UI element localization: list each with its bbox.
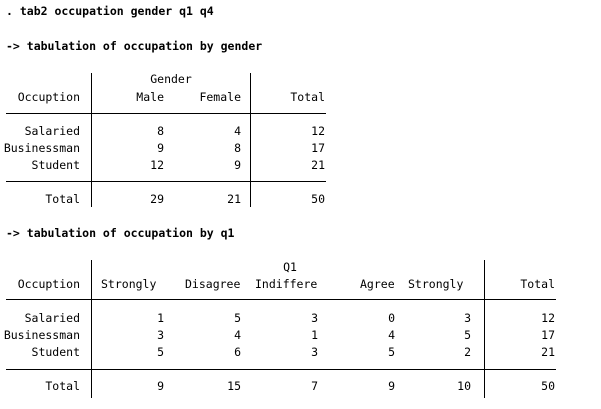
cell-q1-agree: 5 <box>388 345 395 359</box>
cell-female: 9 <box>234 158 241 172</box>
cell-total: 50 <box>541 379 555 393</box>
cell-male: 8 <box>157 124 164 138</box>
table2-total-rule <box>6 369 556 370</box>
cell-total: 17 <box>311 141 325 155</box>
cell-q1-strongly: 5 <box>157 345 164 359</box>
table2-total-divider <box>484 260 485 398</box>
cell-total: 21 <box>311 158 325 172</box>
cell-q1-disagree: 4 <box>234 328 241 342</box>
row-label: Businessman <box>3 328 80 342</box>
cell-q1-indifferent: 3 <box>311 345 318 359</box>
row-label: Student <box>31 345 80 359</box>
table1-header-rule <box>6 113 326 114</box>
table2-col-1: Strongly <box>101 277 157 291</box>
cell-q1-disagree: 15 <box>227 379 241 393</box>
table1-row-header: Occuption <box>17 90 80 104</box>
cell-male: 29 <box>150 192 164 206</box>
table2-col-total: Total <box>520 277 555 291</box>
table1-var-label: Gender <box>150 72 192 86</box>
table1-col-male: Male <box>136 90 164 104</box>
cell-total: 50 <box>311 192 325 206</box>
cell-q1-disagree: 5 <box>234 311 241 325</box>
table2-row-header: Occuption <box>17 277 80 291</box>
cell-female: 21 <box>227 192 241 206</box>
table1-heading: -> tabulation of occupation by gender <box>6 39 263 53</box>
row-label: Salaried <box>24 311 80 325</box>
cell-female: 8 <box>234 141 241 155</box>
cell-female: 4 <box>234 124 241 138</box>
cell-q1-strongly-agree: 2 <box>464 345 471 359</box>
row-label: Student <box>31 158 80 172</box>
table2-col-4: Agree <box>360 277 395 291</box>
cell-total: 12 <box>541 311 555 325</box>
cell-q1-indifferent: 7 <box>311 379 318 393</box>
table2-heading: -> tabulation of occupation by q1 <box>6 226 235 240</box>
cell-q1-strongly: 9 <box>157 379 164 393</box>
cell-q1-strongly-agree: 3 <box>464 311 471 325</box>
total-label: Total <box>45 379 80 393</box>
table1-col-female: Female <box>199 90 241 104</box>
cell-q1-strongly-agree: 10 <box>457 379 471 393</box>
total-label: Total <box>45 192 80 206</box>
cell-total: 21 <box>541 345 555 359</box>
cell-q1-indifferent: 1 <box>311 328 318 342</box>
cell-male: 9 <box>157 141 164 155</box>
cell-q1-strongly: 3 <box>157 328 164 342</box>
table1-row-divider <box>91 73 92 207</box>
cell-q1-agree: 0 <box>388 311 395 325</box>
row-label: Salaried <box>24 124 80 138</box>
cell-q1-agree: 4 <box>388 328 395 342</box>
command-line: . tab2 occupation gender q1 q4 <box>6 4 214 18</box>
cell-q1-strongly: 1 <box>157 311 164 325</box>
cell-q1-disagree: 6 <box>234 345 241 359</box>
table2-header-rule <box>6 299 556 300</box>
cell-male: 12 <box>150 158 164 172</box>
row-label: Businessman <box>3 141 80 155</box>
cell-q1-agree: 9 <box>388 379 395 393</box>
table2-var-label: Q1 <box>283 260 297 274</box>
table1-col-total: Total <box>290 90 325 104</box>
table1-total-rule <box>6 181 326 182</box>
table2-col-2: Disagree <box>185 277 241 291</box>
cell-total: 17 <box>541 328 555 342</box>
table2-col-5: Strongly <box>408 277 464 291</box>
table2-col-3: Indiffere <box>255 277 318 291</box>
cell-total: 12 <box>311 124 325 138</box>
cell-q1-strongly-agree: 5 <box>464 328 471 342</box>
table2-row-divider <box>91 260 92 398</box>
table1-total-divider <box>250 73 251 207</box>
cell-q1-indifferent: 3 <box>311 311 318 325</box>
